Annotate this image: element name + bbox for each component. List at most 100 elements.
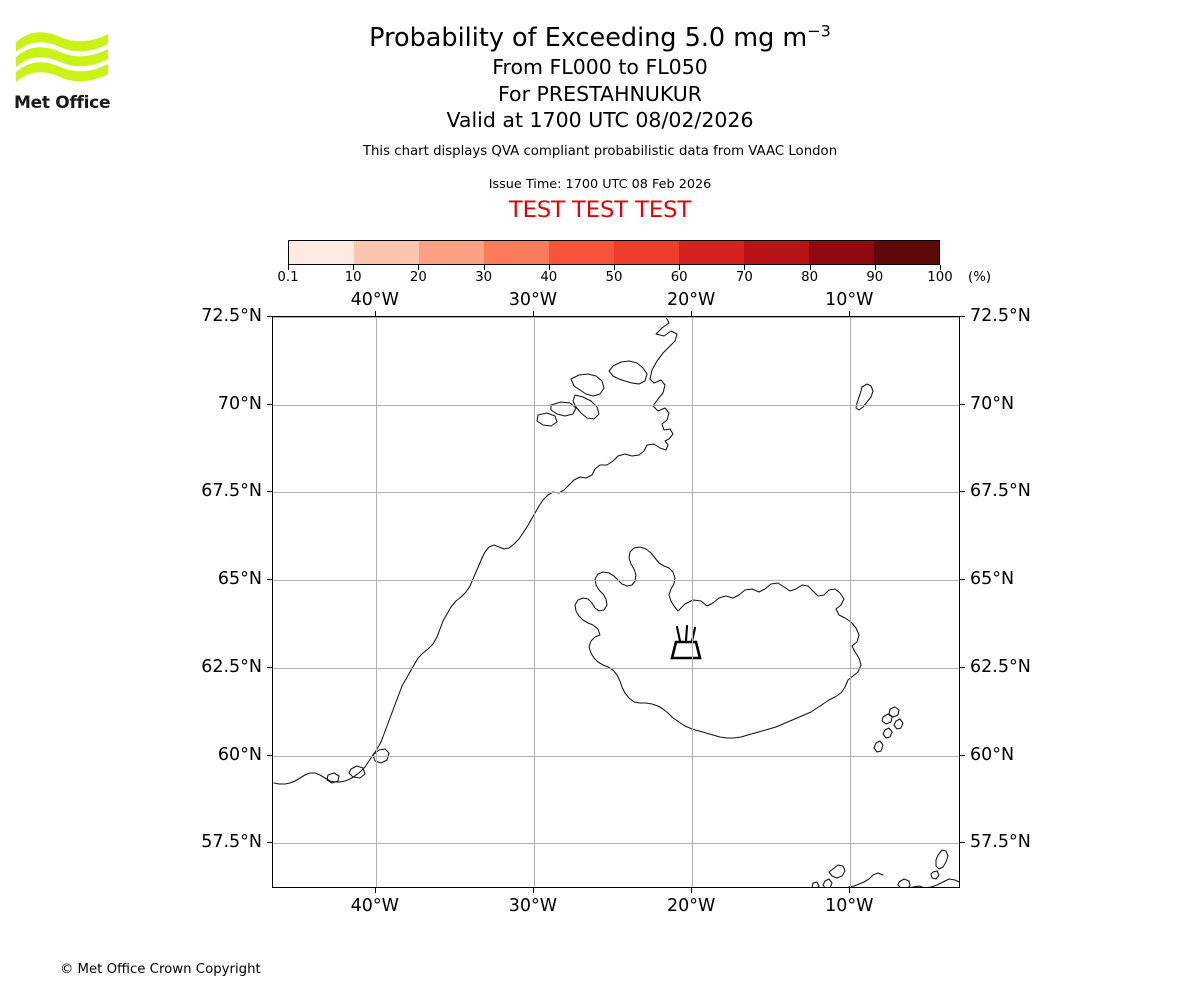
colorbar-tick-50 bbox=[614, 265, 615, 270]
greenland-fjord-a bbox=[550, 401, 577, 417]
lat-label-left-72.5°N: 72.5°N bbox=[201, 306, 262, 326]
lon-tick-bottom-10°W bbox=[849, 888, 851, 893]
lat-tick-right-62.5°N bbox=[960, 666, 965, 668]
lat-label-left-70°N: 70°N bbox=[217, 393, 262, 414]
lat-tick-left-62.5°N bbox=[267, 666, 272, 668]
gridline-lon-10°W bbox=[850, 317, 852, 887]
colorbar-label-0.1: 0.1 bbox=[277, 270, 299, 285]
valid-time-line: Valid at 1700 UTC 08/02/2026 bbox=[446, 108, 754, 132]
colorbar-label-60: 60 bbox=[670, 270, 688, 285]
lat-label-right-67.5°N: 67.5°N bbox=[970, 481, 1031, 502]
lon-label-top-20°W: 20°W bbox=[666, 290, 716, 310]
met-office-logo: Met Office bbox=[14, 28, 124, 113]
faroe-island-d bbox=[882, 727, 893, 739]
colorbar-band-3 bbox=[484, 241, 549, 264]
met-office-logo-text: Met Office bbox=[14, 93, 111, 113]
lon-label-top-10°W: 10°W bbox=[825, 290, 874, 310]
greenland-peninsula bbox=[572, 394, 600, 420]
colorbar-tick-90 bbox=[874, 265, 876, 270]
lat-tick-left-72.5°N bbox=[267, 316, 272, 317]
chart-title-block: Probability of Exceeding 5.0 mg m−3 From… bbox=[0, 22, 1200, 224]
lat-label-left-67.5°N: 67.5°N bbox=[201, 481, 262, 502]
faroe-island-a bbox=[881, 713, 893, 725]
colorbar-bands bbox=[288, 240, 940, 265]
met-office-wave-mark bbox=[16, 32, 108, 82]
greenland-south-detail-c bbox=[326, 772, 340, 784]
lat-label-left-65°N: 65°N bbox=[217, 569, 262, 590]
lat-tick-left-70°N bbox=[267, 403, 272, 405]
colorbar-label-90: 90 bbox=[866, 270, 884, 285]
gridline-lat-60°N bbox=[273, 755, 959, 757]
colorbar-label-40: 40 bbox=[540, 270, 558, 285]
lon-label-top-30°W: 30°W bbox=[508, 290, 558, 310]
lat-label-right-60°N: 60°N bbox=[970, 744, 1015, 765]
colorbar-label-20: 20 bbox=[409, 270, 427, 285]
greenland-small-island-a bbox=[536, 412, 558, 427]
colorbar-unit-label: (%) bbox=[968, 270, 992, 285]
lat-label-right-70°N: 70°N bbox=[970, 393, 1015, 414]
colorbar-label-30: 30 bbox=[475, 270, 493, 285]
lon-tick-top-40°W bbox=[374, 311, 376, 316]
test-banner: TEST TEST TEST bbox=[508, 196, 692, 223]
flight-level-line: From FL000 to FL050 bbox=[492, 55, 708, 79]
lon-tick-bottom-40°W bbox=[374, 888, 376, 893]
lat-label-left-60°N: 60°N bbox=[217, 744, 262, 765]
faroe-island-b bbox=[888, 706, 900, 718]
lat-label-right-72.5°N: 72.5°N bbox=[970, 306, 1031, 326]
page-title: Probability of Exceeding 5.0 mg m−3 bbox=[0, 22, 1200, 54]
lon-tick-bottom-30°W bbox=[532, 888, 534, 893]
lon-label-bottom-40°W: 40°W bbox=[350, 896, 399, 916]
lon-tick-top-10°W bbox=[849, 311, 851, 316]
map-plot-area[interactable] bbox=[272, 316, 960, 888]
volcano-marker-prestahnukur[interactable] bbox=[670, 624, 702, 660]
gridline-lat-57.5°N bbox=[273, 843, 959, 845]
colorbar-label-10: 10 bbox=[344, 270, 362, 285]
probability-colorbar bbox=[288, 240, 940, 265]
lat-tick-right-57.5°N bbox=[960, 842, 965, 844]
greenland-scoresby-sund bbox=[608, 360, 648, 385]
colorbar-label-80: 80 bbox=[801, 270, 819, 285]
greenland-south-detail-b bbox=[348, 765, 366, 779]
faroe-island-e bbox=[873, 740, 884, 753]
main-title-exponent: −3 bbox=[807, 21, 831, 41]
colorbar-band-4 bbox=[549, 241, 614, 264]
colorbar-band-2 bbox=[419, 241, 484, 264]
colorbar-band-1 bbox=[354, 241, 419, 264]
colorbar-band-6 bbox=[679, 241, 744, 264]
lat-tick-right-72.5°N bbox=[960, 316, 965, 317]
shetland-island-south bbox=[930, 870, 940, 880]
hebrides-island-small bbox=[811, 881, 820, 887]
colorbar-label-70: 70 bbox=[735, 270, 753, 285]
gridline-lon-20°W bbox=[692, 317, 694, 887]
colorbar-tick-10 bbox=[353, 265, 355, 270]
gridline-lat-72.5°N bbox=[273, 317, 959, 318]
qva-note: This chart displays QVA compliant probab… bbox=[362, 143, 838, 159]
lon-label-top-40°W: 40°W bbox=[350, 290, 399, 310]
colorbar-label-50: 50 bbox=[605, 270, 623, 285]
jan-mayen-island bbox=[855, 383, 874, 411]
scotland-coastline bbox=[911, 878, 959, 887]
orkney-islands bbox=[897, 878, 911, 887]
faroe-island-c bbox=[893, 718, 904, 730]
lat-tick-right-67.5°N bbox=[960, 491, 965, 493]
lat-label-right-62.5°N: 62.5°N bbox=[970, 656, 1031, 677]
lon-label-bottom-20°W: 20°W bbox=[666, 896, 716, 916]
gridline-lon-40°W bbox=[375, 317, 377, 887]
lon-label-bottom-30°W: 30°W bbox=[508, 896, 558, 916]
gridline-lon-30°W bbox=[533, 317, 535, 887]
outer-hebrides-b bbox=[822, 878, 833, 887]
colorbar-tick-60 bbox=[679, 265, 681, 270]
greenland-inlet-north bbox=[570, 373, 605, 397]
colorbar-tick-0.1 bbox=[288, 265, 289, 270]
lat-label-right-65°N: 65°N bbox=[970, 569, 1015, 590]
colorbar-band-9 bbox=[874, 241, 939, 264]
colorbar-band-7 bbox=[744, 241, 809, 264]
lat-tick-right-70°N bbox=[960, 403, 965, 405]
volcano-name-line: For PRESTAHNUKUR bbox=[498, 81, 702, 106]
lat-label-right-57.5°N: 57.5°N bbox=[970, 832, 1031, 853]
copyright-notice: © Met Office Crown Copyright bbox=[60, 962, 261, 977]
lat-tick-left-65°N bbox=[267, 579, 272, 581]
lat-label-left-62.5°N: 62.5°N bbox=[201, 656, 262, 677]
lon-label-bottom-10°W: 10°W bbox=[825, 896, 874, 916]
colorbar-tick-80 bbox=[809, 265, 811, 270]
